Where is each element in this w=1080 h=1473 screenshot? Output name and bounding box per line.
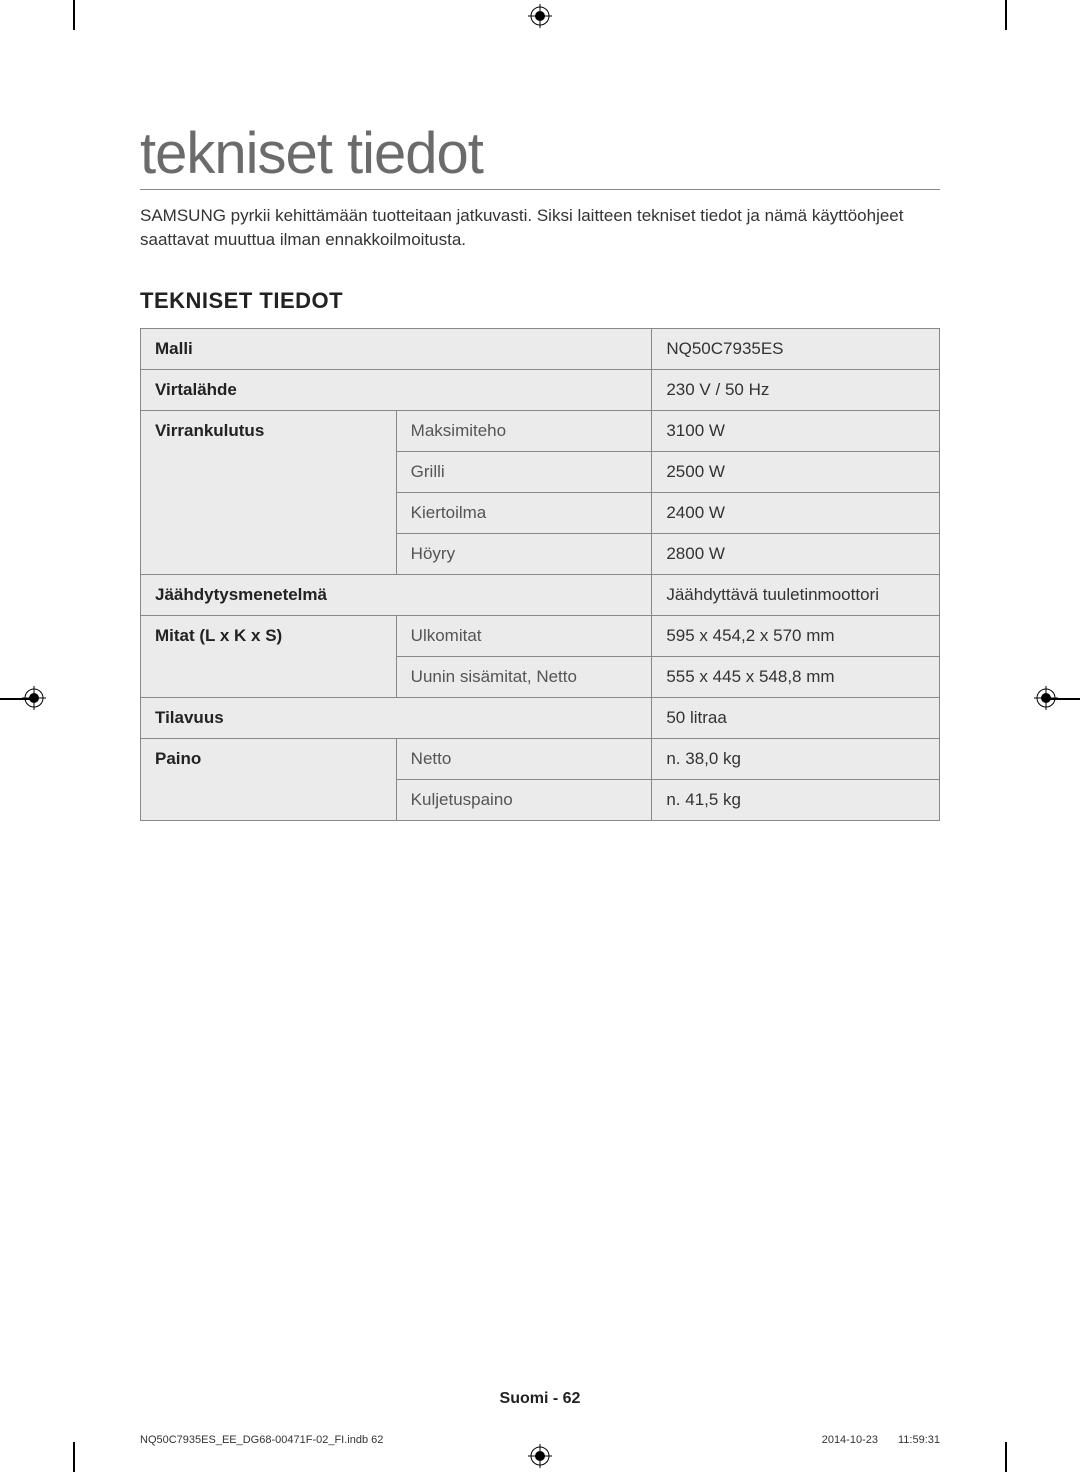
table-row: Malli NQ50C7935ES (141, 328, 940, 369)
crop-mark (73, 0, 75, 30)
doc-time: 11:59:31 (898, 1434, 940, 1446)
spec-sublabel: Kuljetuspaino (396, 779, 652, 820)
spec-value: 2800 W (652, 533, 940, 574)
document-footer: NQ50C7935ES_EE_DG68-00471F-02_FI.indb 62… (140, 1434, 940, 1446)
registration-mark-icon (528, 1444, 552, 1468)
spec-sublabel: Ulkomitat (396, 615, 652, 656)
spec-value: 3100 W (652, 410, 940, 451)
table-row: Tilavuus 50 litraa (141, 697, 940, 738)
spec-value: 595 x 454,2 x 570 mm (652, 615, 940, 656)
doc-date: 2014-10-23 (822, 1434, 878, 1446)
spec-sublabel: Grilli (396, 451, 652, 492)
spec-value: 50 litraa (652, 697, 940, 738)
spec-value: 2500 W (652, 451, 940, 492)
spec-value: NQ50C7935ES (652, 328, 940, 369)
spec-label: Jäähdytysmenetelmä (141, 574, 652, 615)
spec-value: 555 x 445 x 548,8 mm (652, 656, 940, 697)
registration-mark-icon (1034, 686, 1058, 710)
table-row: Virrankulutus Maksimiteho 3100 W (141, 410, 940, 451)
spec-sublabel: Maksimiteho (396, 410, 652, 451)
spec-sublabel: Kiertoilma (396, 492, 652, 533)
main-title: tekniset tiedot (140, 120, 940, 190)
spec-label: Virrankulutus (141, 410, 397, 574)
crop-mark (1005, 1442, 1007, 1472)
registration-mark-icon (528, 4, 552, 28)
spec-sublabel: Netto (396, 738, 652, 779)
section-title: TEKNISET TIEDOT (140, 288, 940, 314)
spec-label: Paino (141, 738, 397, 820)
spec-label: Tilavuus (141, 697, 652, 738)
spec-value: Jäähdyttävä tuuletinmoottori (652, 574, 940, 615)
spec-value: n. 38,0 kg (652, 738, 940, 779)
page-number-label: Suomi - 62 (0, 1390, 1080, 1408)
document-page: tekniset tiedot SAMSUNG pyrkii kehittämä… (0, 0, 1080, 1472)
doc-filename: NQ50C7935ES_EE_DG68-00471F-02_FI.indb 62 (140, 1434, 383, 1446)
crop-mark (1005, 0, 1007, 30)
table-row: Jäähdytysmenetelmä Jäähdyttävä tuuletinm… (141, 574, 940, 615)
spec-table: Malli NQ50C7935ES Virtalähde 230 V / 50 … (140, 328, 940, 821)
spec-sublabel: Höyry (396, 533, 652, 574)
intro-paragraph: SAMSUNG pyrkii kehittämään tuotteitaan j… (140, 204, 940, 252)
spec-label: Virtalähde (141, 369, 652, 410)
spec-value: n. 41,5 kg (652, 779, 940, 820)
registration-mark-icon (22, 686, 46, 710)
spec-sublabel: Uunin sisämitat, Netto (396, 656, 652, 697)
spec-value: 2400 W (652, 492, 940, 533)
spec-value: 230 V / 50 Hz (652, 369, 940, 410)
table-row: Paino Netto n. 38,0 kg (141, 738, 940, 779)
crop-mark (73, 1442, 75, 1472)
content-area: tekniset tiedot SAMSUNG pyrkii kehittämä… (140, 120, 940, 821)
table-row: Virtalähde 230 V / 50 Hz (141, 369, 940, 410)
table-row: Mitat (L x K x S) Ulkomitat 595 x 454,2 … (141, 615, 940, 656)
spec-label: Malli (141, 328, 652, 369)
spec-label: Mitat (L x K x S) (141, 615, 397, 697)
